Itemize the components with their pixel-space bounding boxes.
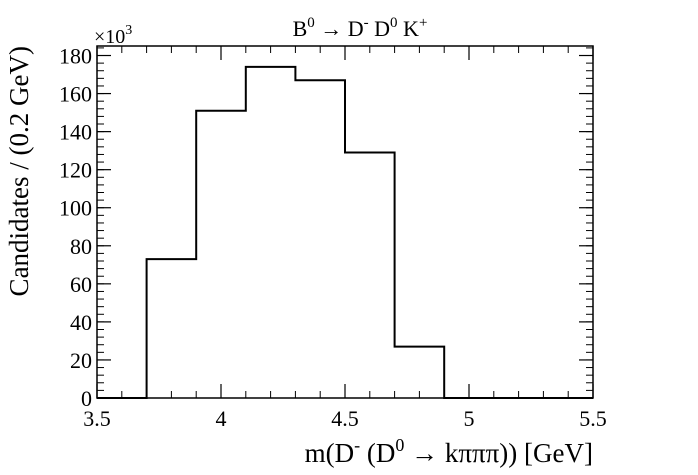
y-tick-label: 100 — [59, 196, 92, 221]
y-axis-title: Candidates / (0.2 GeV) — [4, 46, 34, 296]
histogram-bin — [196, 111, 246, 398]
histogram-bin — [345, 153, 395, 398]
y-tick-label: 120 — [59, 158, 92, 183]
y-tick-label: 80 — [70, 234, 92, 259]
histogram-bin — [295, 80, 345, 398]
y-tick-label: 160 — [59, 82, 92, 107]
y-tick-label: 40 — [70, 310, 92, 335]
x-tick-label: 3.5 — [83, 406, 111, 431]
x-tick-label: 5 — [464, 406, 475, 431]
histogram-outline — [97, 65, 593, 399]
y-tick-label: 0 — [81, 386, 92, 411]
y-tick-label: 20 — [70, 348, 92, 373]
y-axis-multiplier: ×103 — [94, 23, 132, 48]
chart-title: B0 → D- D0 K+ — [293, 15, 428, 41]
x-axis-title: m(D- (D0 → kπππ)) [GeV] — [305, 435, 593, 468]
histogram-bin — [395, 347, 445, 398]
y-tick-label: 140 — [59, 120, 92, 145]
x-tick-label: 4 — [216, 406, 227, 431]
histogram-bin — [147, 259, 197, 398]
y-tick-label: 180 — [59, 44, 92, 69]
y-tick-label: 60 — [70, 272, 92, 297]
x-tick-label: 5.5 — [579, 406, 607, 431]
histogram-bins — [97, 65, 593, 399]
x-tick-label: 4.5 — [331, 406, 359, 431]
x-tick-labels: 3.5 4 4.5 5 5.5 — [83, 406, 607, 431]
axis-ticks — [96, 46, 594, 399]
histogram-bin — [246, 67, 296, 398]
y-tick-labels: 0 20 40 60 80 100 120 140 160 180 — [59, 44, 92, 411]
